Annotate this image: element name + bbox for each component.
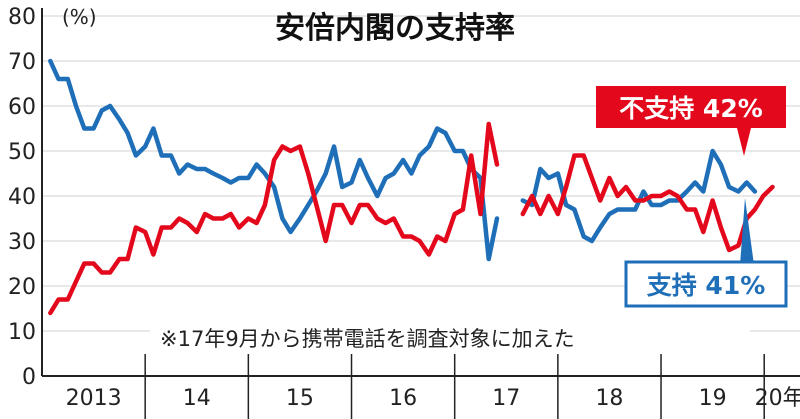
support-line-segment-1 [48, 58, 500, 262]
y-tick-label: 0 [22, 365, 36, 390]
nonsupport-label: 不支持 42% [619, 94, 763, 123]
y-tick-label: 10 [8, 320, 36, 345]
y-axis-tick-labels: 0 10 20 30 40 50 60 70 80 [8, 5, 36, 390]
y-tick-label: 60 [8, 95, 36, 120]
nonsupport-label-pointer [737, 128, 751, 156]
x-tick-label: 15 [286, 386, 314, 411]
support-label-box [624, 260, 788, 308]
y-tick-label: 20 [8, 275, 36, 300]
support-label-pointer [740, 198, 754, 265]
y-tick-label: 80 [8, 5, 36, 30]
x-tick-label: 19 [699, 386, 727, 411]
x-tick-label: 14 [183, 386, 211, 411]
x-tick-label: 20年 [755, 386, 800, 411]
year-dividers [144, 354, 765, 419]
x-tick-label: 18 [595, 386, 623, 411]
note-background [150, 322, 750, 354]
x-axis-tick-labels: 2013 14 15 16 17 18 19 20年 [66, 386, 800, 411]
nonsupport-line-segment-1 [48, 121, 500, 316]
support-label: 支持 41% [647, 271, 766, 300]
survey-note: ※17年9月から携帯電話を調査対象に加えた [160, 327, 575, 351]
x-tick-label: 16 [389, 386, 417, 411]
y-tick-label: 50 [8, 140, 36, 165]
x-tick-label: 17 [492, 386, 520, 411]
nonsupport-label-box [596, 86, 786, 128]
support-callout: 支持 41% [624, 198, 788, 308]
nonsupport-line-segment-2 [520, 153, 775, 253]
y-tick-label: 40 [8, 185, 36, 210]
nonsupport-callout: 不支持 42% [596, 86, 786, 156]
y-axis-unit: (%) [62, 5, 97, 29]
x-tick-label: 2013 [66, 386, 122, 411]
y-tick-label: 30 [8, 230, 36, 255]
chart-title: 安倍内閣の支持率 [275, 11, 515, 46]
y-tick-label: 70 [8, 50, 36, 75]
series-lines [48, 58, 775, 316]
axes [41, 8, 800, 377]
